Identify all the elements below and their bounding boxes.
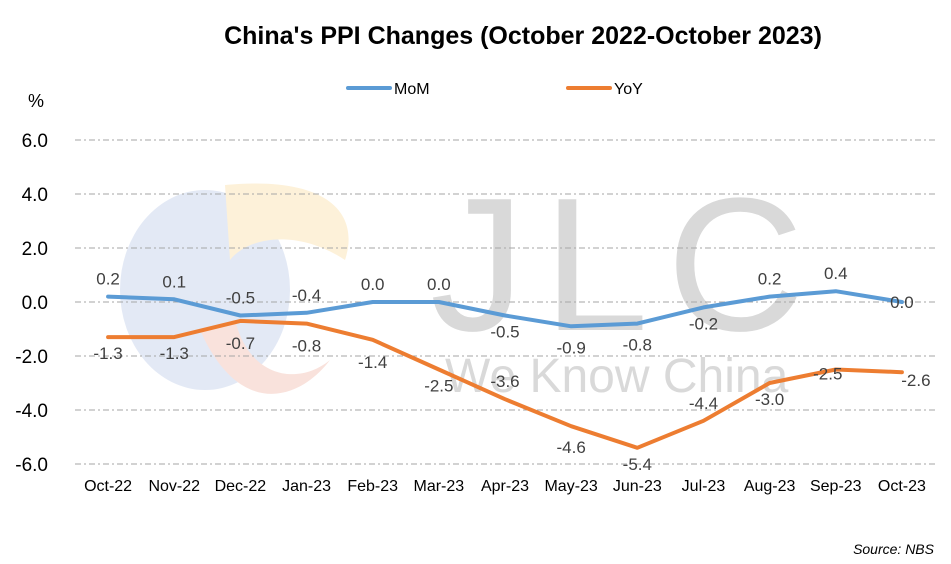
jlc-watermark: JLC We Know China (120, 159, 804, 403)
data-label-mom: -0.9 (557, 338, 586, 357)
x-tick-label: Oct-23 (878, 478, 926, 495)
data-label-yoy: -0.8 (292, 337, 321, 356)
series-line-yoy (106, 318, 904, 450)
x-tick-label: Jul-23 (682, 478, 726, 495)
watermark-tagline-text: We Know China (445, 350, 789, 403)
chart-title: China's PPI Changes (October 2022-Octobe… (224, 22, 822, 50)
data-label-mom: 0.4 (824, 264, 848, 283)
data-label-yoy: -3.0 (755, 390, 784, 409)
x-tick-label: Sep-23 (810, 478, 862, 495)
y-axis-ticks: 6.0 4.0 2.0 0.0 -2.0 -4.0 -6.0 (15, 131, 48, 476)
x-axis-ticks: Oct-22 Nov-22 Dec-22 Jan-23 Feb-23 Mar-23 Apr-… (84, 478, 926, 495)
legend: MoM YoY (346, 81, 643, 98)
data-label-mom: -0.5 (490, 323, 519, 342)
data-label-mom: -0.5 (226, 289, 255, 308)
data-label-mom: -0.4 (292, 286, 321, 305)
y-tick-label: 2.0 (22, 239, 48, 260)
x-tick-label: Aug-23 (744, 478, 796, 495)
gridlines (75, 139, 935, 465)
data-label-mom: 0.1 (162, 272, 186, 291)
data-label-yoy: -3.6 (490, 372, 519, 391)
y-tick-label: 4.0 (22, 185, 48, 206)
series-line-mom (106, 289, 904, 329)
data-labels: 0.2 0.1 -0.5 -0.4 0.0 0.0 -0.5 -0.9 -0.8 -0.2 0.2 0… (93, 264, 930, 474)
x-tick-label: Feb-23 (347, 478, 398, 495)
data-label-yoy: -4.6 (557, 438, 586, 457)
data-label-mom: -0.8 (623, 336, 652, 355)
data-label-mom: 0.0 (427, 275, 451, 294)
series-lines (106, 289, 904, 450)
data-label-yoy: -0.7 (226, 334, 255, 353)
y-tick-label: -6.0 (15, 455, 48, 476)
data-label-yoy: -2.6 (901, 371, 930, 390)
legend-label-mom: MoM (394, 81, 430, 98)
x-tick-label: Dec-22 (215, 478, 267, 495)
y-tick-label: -4.0 (15, 401, 48, 422)
data-label-yoy: -1.4 (358, 353, 387, 372)
y-tick-label: -2.0 (15, 347, 48, 368)
data-label-yoy: -2.5 (424, 377, 453, 396)
x-tick-label: Jan-23 (282, 478, 331, 495)
data-label-yoy: -1.3 (160, 344, 189, 363)
x-tick-label: Jun-23 (613, 478, 662, 495)
legend-label-yoy: YoY (614, 81, 643, 98)
data-label-mom: -0.2 (689, 314, 718, 333)
data-label-mom: 0.0 (890, 293, 914, 312)
x-tick-label: Nov-22 (148, 478, 200, 495)
data-label-mom: 0.0 (361, 275, 385, 294)
data-label-yoy: -5.4 (623, 455, 652, 474)
data-label-yoy: -2.5 (813, 365, 842, 384)
data-label-mom: 0.2 (96, 270, 120, 289)
y-tick-label: 0.0 (22, 293, 48, 314)
x-tick-label: Oct-22 (84, 478, 132, 495)
source-note: Source: NBS (853, 541, 935, 557)
watermark-swoosh-yellow (225, 183, 349, 260)
x-tick-label: Apr-23 (481, 478, 529, 495)
y-tick-label: 6.0 (22, 131, 48, 152)
data-label-yoy: -1.3 (93, 344, 122, 363)
x-tick-label: May-23 (544, 478, 597, 495)
watermark-swoosh-red (200, 320, 330, 394)
data-label-mom: 0.2 (758, 270, 782, 289)
data-label-yoy: -4.4 (689, 394, 718, 413)
x-tick-label: Mar-23 (414, 478, 465, 495)
y-axis-unit: % (28, 91, 44, 111)
